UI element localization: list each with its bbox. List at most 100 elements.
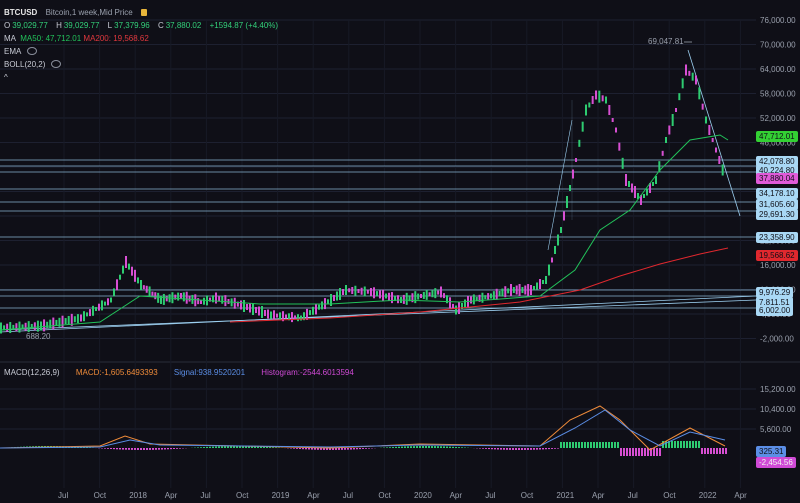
ema-label[interactable]: EMA <box>4 47 22 56</box>
macd-histogram-bar <box>575 442 577 448</box>
time-axis-label: 2020 <box>414 491 432 500</box>
candle <box>598 90 601 103</box>
collapse-caret-icon[interactable]: ^ <box>4 73 8 82</box>
eye-icon[interactable] <box>27 46 38 55</box>
candle <box>116 279 118 291</box>
time-axis-label: 2021 <box>556 491 574 500</box>
macd-histogram-bar <box>503 448 505 450</box>
macd-histogram-bar <box>527 448 529 450</box>
candle <box>467 296 469 308</box>
macd-histogram-bar <box>122 448 124 450</box>
candle <box>83 311 85 322</box>
macd-histogram-bar <box>161 448 163 450</box>
macd-histogram-bar <box>173 448 175 449</box>
macd-histogram-bar <box>254 446 256 448</box>
chart-legend: BTCUSD Bitcoin,1 week,Mid Price O 39,029.… <box>4 6 284 84</box>
candle <box>461 303 463 309</box>
candle <box>180 293 182 299</box>
candle <box>24 322 27 331</box>
candle <box>258 306 260 316</box>
macd-histogram-bar <box>152 448 154 450</box>
macd-legend: MACD(12,26,9) MACD:-1,605.6493393 Signal… <box>4 368 368 377</box>
macd-histogram-bar <box>422 446 424 448</box>
price-axis-label: -2,000.00 <box>760 335 794 344</box>
candle <box>422 291 425 299</box>
macd-tag: 325.31 <box>756 446 787 457</box>
candle <box>628 181 630 187</box>
candle <box>640 195 642 205</box>
candle <box>89 309 91 317</box>
candle <box>86 312 88 317</box>
macd-histogram-bar <box>617 442 619 448</box>
candle <box>233 297 236 309</box>
candle <box>252 303 254 315</box>
candle <box>643 194 645 198</box>
macd-histogram-bar <box>632 448 634 456</box>
candle <box>428 292 431 297</box>
candle <box>200 300 202 304</box>
macd-histogram-bar <box>110 448 112 450</box>
candle <box>464 299 466 309</box>
time-axis-label: Apr <box>450 491 463 500</box>
candle <box>658 161 661 173</box>
macd-value: MACD:-1,605.6493393 <box>75 368 158 377</box>
candle <box>151 291 154 296</box>
macd-histogram-bar <box>341 448 343 450</box>
macd-histogram-bar <box>710 448 712 454</box>
time-axis-label: Jul <box>485 491 495 500</box>
macd-histogram-bar <box>224 446 226 448</box>
price-tag: 9,976.29 <box>756 287 794 298</box>
candle <box>665 137 667 143</box>
macd-histogram-bar <box>536 448 538 450</box>
symbol-label[interactable]: BTCUSD <box>4 8 38 17</box>
macd-histogram-bar <box>665 441 667 448</box>
candle <box>621 157 624 169</box>
macd-histogram-bar <box>296 448 298 449</box>
candle <box>6 323 9 332</box>
candle <box>608 105 611 115</box>
boll-label[interactable]: BOLL(20,2) <box>4 60 46 69</box>
time-axis-label: Jul <box>58 491 68 500</box>
candle <box>95 307 97 311</box>
candle <box>224 295 227 307</box>
trend-line <box>0 295 757 333</box>
low-value: 37,379.96 <box>114 21 150 30</box>
price-axis-label: 70,000.00 <box>760 41 796 50</box>
candle <box>681 78 684 89</box>
ma-label[interactable]: MA <box>4 34 16 43</box>
candle <box>452 303 454 309</box>
candle <box>15 323 18 332</box>
macd-name[interactable]: MACD(12,26,9) <box>4 368 60 377</box>
macd-histogram-bar <box>272 447 274 448</box>
candle <box>685 64 687 76</box>
macd-histogram-bar <box>455 446 457 448</box>
macd-histogram-bar <box>500 448 502 450</box>
macd-histogram-bar <box>563 442 565 448</box>
macd-histogram-bar <box>209 446 211 448</box>
candle <box>370 288 372 296</box>
macd-histogram-bar <box>326 448 328 450</box>
candle <box>345 285 347 295</box>
candle <box>705 116 707 124</box>
candle <box>336 291 338 301</box>
candle <box>595 90 597 100</box>
macd-histogram-bar <box>359 448 361 450</box>
macd-histogram-bar <box>116 448 118 450</box>
candle <box>61 315 64 328</box>
time-axis-label: 2019 <box>272 491 290 500</box>
low-annotation: 688.20 <box>26 332 51 341</box>
time-axis-label: Apr <box>734 491 747 500</box>
candle <box>300 315 302 321</box>
time-axis-label: Apr <box>592 491 605 500</box>
eye-icon[interactable] <box>51 59 62 68</box>
candle <box>157 292 160 303</box>
candle <box>249 303 251 313</box>
macd-histogram-bar <box>560 442 562 448</box>
candle <box>533 286 535 290</box>
candle <box>490 293 492 299</box>
macd-histogram-bar <box>398 446 400 448</box>
candle <box>379 290 381 299</box>
macd-histogram-bar <box>479 448 481 449</box>
